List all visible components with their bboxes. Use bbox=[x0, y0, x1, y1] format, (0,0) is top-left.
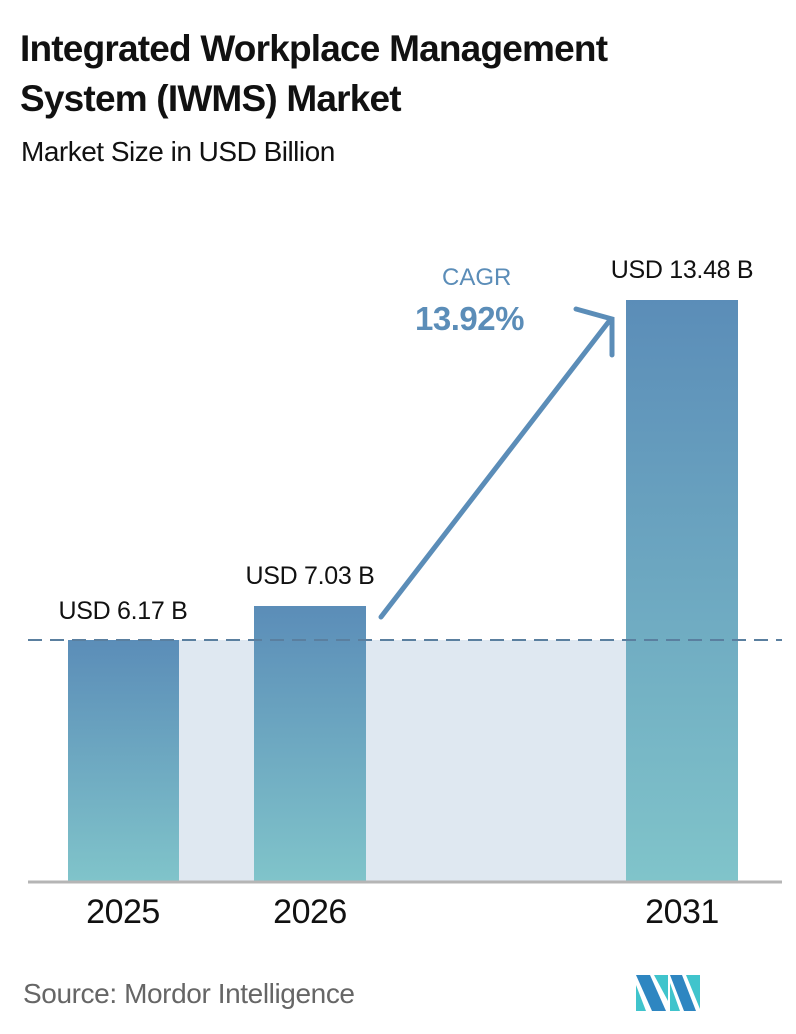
bar-2025 bbox=[68, 640, 179, 882]
title-line-1: Integrated Workplace Management bbox=[20, 28, 608, 69]
bar-label-2026: USD 7.03 B bbox=[245, 562, 375, 590]
bar-label-2025: USD 6.17 B bbox=[58, 597, 188, 625]
source-text: Source: Mordor Intelligence bbox=[23, 978, 355, 1009]
cagr-value: 13.92% bbox=[415, 300, 524, 337]
reference-shade bbox=[179, 640, 626, 882]
chart-subtitle: Market Size in USD Billion bbox=[21, 136, 335, 167]
cagr-label: CAGR bbox=[442, 264, 512, 291]
bar-2026 bbox=[254, 606, 366, 882]
bar-2031 bbox=[626, 300, 738, 882]
cagr-arrow-icon bbox=[378, 306, 615, 620]
x-tick-2026: 2026 bbox=[273, 893, 347, 931]
mordor-intelligence-logo-icon bbox=[636, 975, 700, 1011]
title-line-2: System (IWMS) Market bbox=[20, 78, 402, 119]
x-tick-2025: 2025 bbox=[86, 893, 160, 931]
chart-title: Integrated Workplace Management System (I… bbox=[20, 24, 608, 124]
x-tick-2031: 2031 bbox=[645, 893, 719, 931]
bar-label-2031: USD 13.48 B bbox=[610, 256, 754, 284]
